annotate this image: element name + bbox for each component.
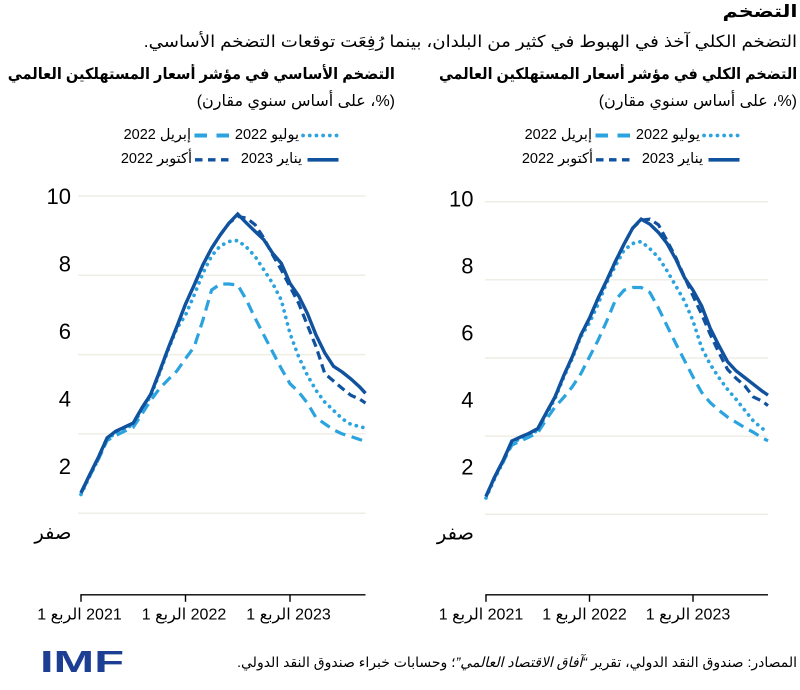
svg-text:8: 8	[461, 253, 473, 278]
svg-text:2021 الربع 1: 2021 الربع 1	[37, 607, 122, 625]
svg-text:4: 4	[461, 387, 473, 412]
svg-text:2023 الربع 1: 2023 الربع 1	[646, 607, 731, 625]
svg-text:10: 10	[449, 186, 473, 211]
svg-text:صفر: صفر	[33, 522, 71, 544]
svg-text:6: 6	[461, 320, 473, 345]
svg-text:8: 8	[59, 252, 71, 277]
svg-text:صفر: صفر	[436, 522, 474, 544]
svg-text:2: 2	[59, 454, 71, 479]
svg-text:4: 4	[59, 387, 71, 412]
svg-text:2023 الربع 1: 2023 الربع 1	[246, 607, 331, 625]
svg-text:10: 10	[47, 184, 71, 209]
svg-text:2021 الربع 1: 2021 الربع 1	[439, 607, 524, 625]
svg-text:IMF: IMF	[40, 645, 124, 679]
svg-text:2: 2	[461, 454, 473, 479]
svg-text:2022 الربع 1: 2022 الربع 1	[542, 607, 627, 625]
svg-text:6: 6	[59, 319, 71, 344]
svg-text:2022 الربع 1: 2022 الربع 1	[142, 607, 227, 625]
